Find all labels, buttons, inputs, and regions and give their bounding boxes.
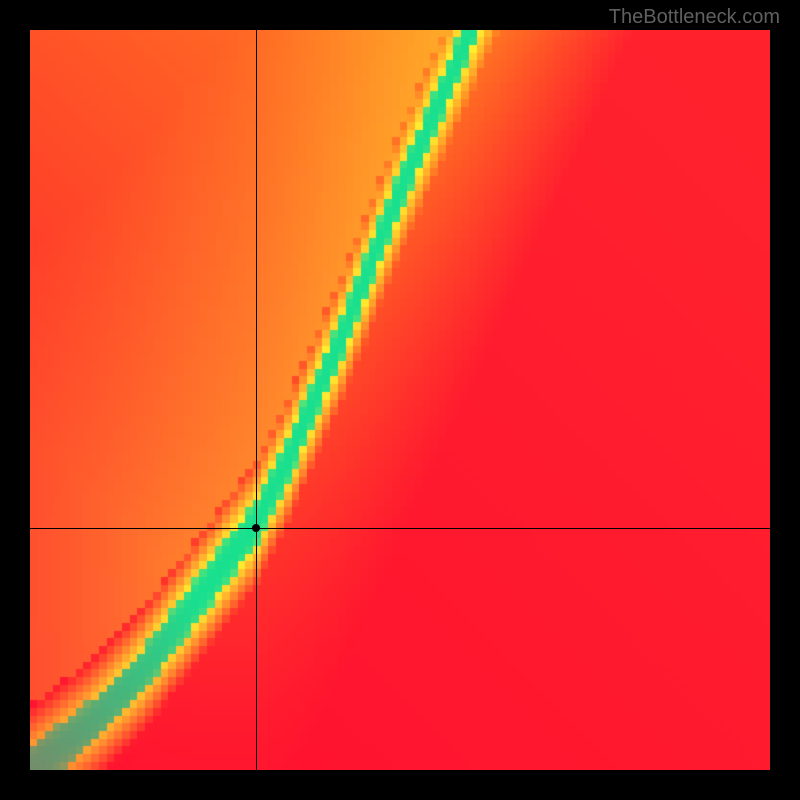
crosshair-marker	[252, 524, 260, 532]
heatmap-canvas	[30, 30, 770, 770]
crosshair-horizontal	[30, 528, 770, 529]
crosshair-vertical	[256, 30, 257, 770]
heatmap-plot	[30, 30, 770, 770]
watermark-text: TheBottleneck.com	[609, 6, 780, 29]
